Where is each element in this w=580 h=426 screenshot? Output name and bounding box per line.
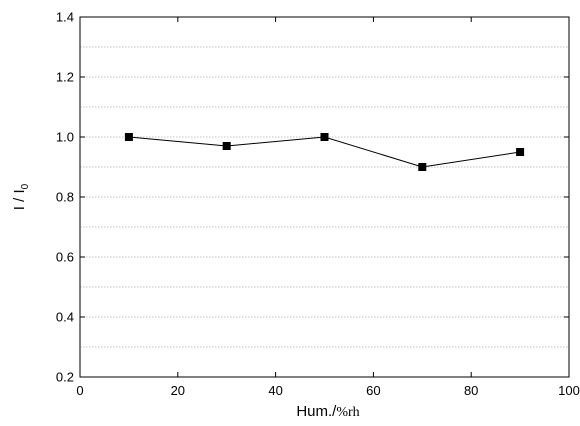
x-axis-label: Hum./%rh — [296, 403, 359, 420]
data-point — [222, 142, 231, 150]
series — [124, 133, 525, 171]
data-point — [320, 133, 329, 141]
y-axis-label: I / I0 — [11, 183, 31, 210]
x-tick-label: 20 — [171, 383, 185, 398]
x-tick-label: 80 — [464, 383, 478, 398]
data-point — [516, 148, 525, 156]
y-tick-label: 0.4 — [56, 310, 74, 325]
y-tick-label: 1.0 — [56, 130, 74, 145]
data-point — [124, 133, 133, 141]
x-tick-label: 60 — [366, 383, 380, 398]
x-axis-label-unit: %rh — [336, 405, 359, 420]
tick-labels: 0.2 0.4 0.6 0.8 1.0 1.2 1.4 0 20 40 60 80 100 — [56, 10, 580, 399]
x-axis-label-main: Hum./ — [296, 403, 337, 420]
grid-lines — [80, 46, 569, 348]
y-tick-label: 0.8 — [56, 190, 74, 205]
y-tick-label: 0.2 — [56, 370, 74, 385]
x-tick-label: 100 — [558, 383, 580, 398]
ticks — [79, 16, 570, 378]
y-tick-label: 1.4 — [56, 10, 74, 25]
data-point — [418, 163, 427, 171]
y-tick-label: 0.6 — [56, 250, 74, 265]
y-tick-label: 1.2 — [56, 70, 74, 85]
y-axis-label-main: I / I — [11, 189, 28, 210]
x-tick-label: 40 — [268, 383, 282, 398]
y-axis-label-subscript: 0 — [20, 183, 31, 189]
series-line — [128, 136, 521, 168]
x-tick-label: 0 — [76, 383, 83, 398]
